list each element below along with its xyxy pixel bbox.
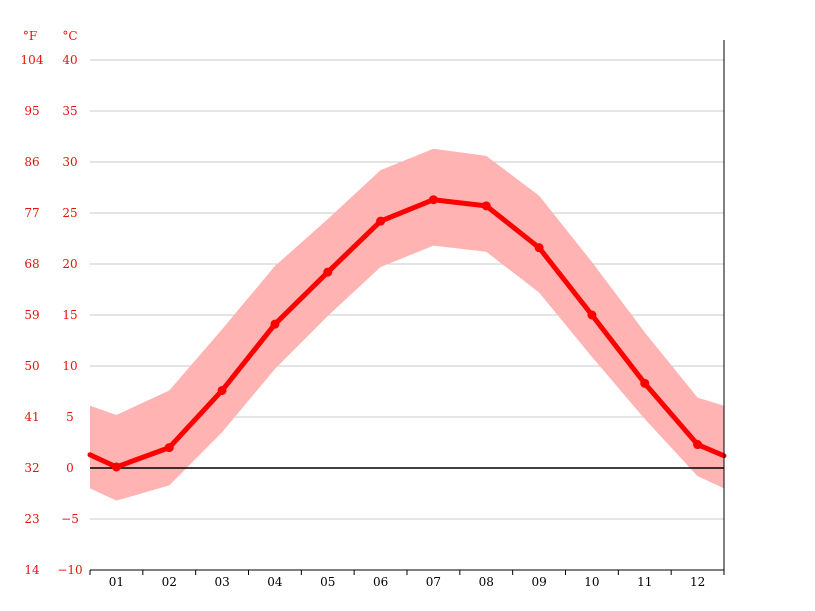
data-point xyxy=(481,201,491,211)
y-tick-label-celsius: 35 xyxy=(62,104,77,118)
data-point xyxy=(217,385,227,395)
y-tick-label-fahrenheit: 14 xyxy=(24,563,40,577)
y-tick-label-celsius: 5 xyxy=(66,410,74,424)
y-tick-label-fahrenheit: 95 xyxy=(24,104,39,118)
average-temperature-line xyxy=(87,197,727,470)
x-tick-label: 12 xyxy=(690,575,705,589)
data-point xyxy=(376,216,386,226)
data-point xyxy=(111,462,121,472)
fahrenheit-unit-label: °F xyxy=(23,29,37,43)
celsius-unit-label: °C xyxy=(62,29,77,43)
y-tick-label-fahrenheit: 104 xyxy=(21,53,44,67)
data-point xyxy=(270,319,280,329)
y-tick-label-celsius: 25 xyxy=(62,206,77,220)
x-tick-label: 06 xyxy=(373,575,388,589)
data-point xyxy=(640,378,650,388)
y-tick-label-fahrenheit: 77 xyxy=(24,206,39,220)
y-tick-label-celsius: 20 xyxy=(62,257,77,271)
y-tick-label-celsius: 10 xyxy=(62,359,77,373)
data-point xyxy=(323,267,333,277)
x-tick-label: 08 xyxy=(479,575,494,589)
y-tick-label-fahrenheit: 68 xyxy=(24,257,39,271)
y-tick-label-celsius: 0 xyxy=(66,461,74,475)
y-tick-label-fahrenheit: 50 xyxy=(24,359,39,373)
x-tick-label: 04 xyxy=(267,575,283,589)
y-tick-label-celsius: 40 xyxy=(62,53,77,67)
x-tick-label: 05 xyxy=(320,575,335,589)
temperature-range-band xyxy=(90,148,724,501)
data-point xyxy=(428,195,438,205)
data-point xyxy=(587,310,597,320)
x-tick-label: 07 xyxy=(426,575,441,589)
y-tick-label-celsius: 15 xyxy=(62,308,77,322)
data-point xyxy=(693,440,703,450)
y-tick-label-celsius: −10 xyxy=(57,563,82,577)
x-tick-label: 11 xyxy=(637,575,652,589)
y-tick-label-fahrenheit: 59 xyxy=(24,308,39,322)
x-tick-label: 01 xyxy=(109,575,124,589)
y-tick-label-fahrenheit: 41 xyxy=(24,410,39,424)
x-tick-label: 10 xyxy=(584,575,599,589)
y-tick-label-fahrenheit: 32 xyxy=(24,461,39,475)
x-tick-label: 02 xyxy=(162,575,177,589)
y-tick-label-fahrenheit: 86 xyxy=(24,155,39,169)
x-tick-label: 09 xyxy=(531,575,546,589)
data-point xyxy=(534,243,544,253)
y-tick-label-celsius: −5 xyxy=(61,512,79,526)
y-tick-label-fahrenheit: 23 xyxy=(24,512,39,526)
x-tick-label: 03 xyxy=(214,575,229,589)
data-point xyxy=(164,443,174,453)
y-tick-label-celsius: 30 xyxy=(62,155,77,169)
